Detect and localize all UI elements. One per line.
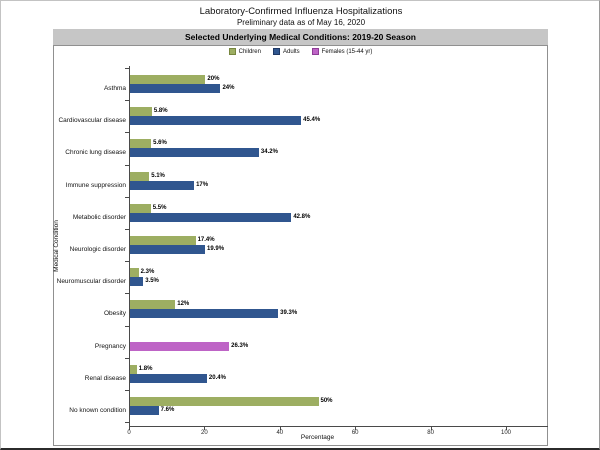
bar-value-adults-immune-suppression: 17% bbox=[196, 181, 209, 188]
category-label-chronic-lung-disease: Chronic lung disease bbox=[65, 149, 126, 157]
y-tick bbox=[125, 357, 129, 359]
bar-children-chronic-lung-disease bbox=[130, 139, 152, 149]
y-tick bbox=[125, 100, 129, 102]
bar-value-adults-cardiovascular-disease: 45.4% bbox=[303, 117, 321, 124]
bar-value-adults-renal-disease: 20.4% bbox=[208, 374, 226, 381]
bar-value-children-metabolic-disorder: 5.5% bbox=[152, 204, 167, 211]
bar-value-adults-chronic-lung-disease: 34.2% bbox=[260, 149, 278, 156]
y-tick bbox=[125, 293, 129, 295]
bar-value-children-renal-disease: 1.8% bbox=[138, 365, 153, 372]
bar-females-15-44-yr-pregnancy bbox=[130, 341, 230, 351]
y-axis-line bbox=[129, 66, 130, 426]
bar-adults-immune-suppression bbox=[130, 180, 195, 190]
sub-title: Preliminary data as of May 16, 2020 bbox=[236, 18, 366, 27]
category-label-pregnancy: Pregnancy bbox=[94, 342, 126, 350]
y-tick bbox=[125, 390, 129, 391]
x-tick-label: 80 bbox=[427, 430, 434, 436]
x-tick bbox=[129, 426, 130, 430]
legend-item-females-15-44-yr: Females (15-44 yr) bbox=[311, 48, 373, 55]
legend: Children Adults Females (15-44 yr) bbox=[53, 48, 548, 55]
bar-adults-renal-disease bbox=[130, 373, 207, 383]
bar-adults-metabolic-disorder bbox=[130, 212, 292, 222]
x-axis-line bbox=[129, 426, 548, 427]
bar-value-children-immune-suppression: 5.1% bbox=[151, 172, 165, 179]
bar-adults-cardiovascular-disease bbox=[130, 116, 302, 126]
category-label-asthma: Asthma bbox=[103, 85, 126, 92]
legend-label-adults: Adults bbox=[282, 48, 300, 55]
legend-item-children: Children bbox=[228, 48, 261, 55]
y-tick bbox=[125, 132, 129, 134]
y-tick bbox=[125, 422, 129, 424]
bar-value-adults-neurologic-disorder: 19.9% bbox=[207, 246, 225, 252]
chart-box bbox=[53, 45, 548, 446]
bar-children-obesity bbox=[130, 300, 176, 310]
category-label-neurologic-disorder: Neurologic disorder bbox=[69, 246, 126, 253]
category-label-metabolic-disorder: Metabolic disorder bbox=[72, 213, 126, 221]
bar-value-adults-neuromuscular-disorder: 3.5% bbox=[145, 278, 159, 285]
category-label-obesity: Obesity bbox=[103, 310, 126, 318]
bar-value-females-15-44-yr-pregnancy: 26.3% bbox=[231, 342, 249, 349]
y-tick bbox=[125, 229, 129, 230]
bar-children-neurologic-disorder bbox=[130, 236, 196, 245]
x-tick bbox=[355, 426, 357, 430]
y-tick bbox=[125, 164, 129, 166]
bar-value-children-cardiovascular-disease: 5.8% bbox=[153, 108, 168, 115]
y-tick bbox=[125, 196, 129, 198]
bar-children-no-known-condition bbox=[130, 397, 319, 406]
x-tick-label: 0 bbox=[127, 430, 131, 436]
x-tick bbox=[430, 426, 432, 430]
category-label-neuromuscular-disorder: Neuromuscular disorder bbox=[56, 278, 126, 286]
legend-swatch-females-15-44-yr bbox=[311, 48, 319, 55]
bar-value-children-obesity: 12% bbox=[177, 301, 190, 308]
category-label-renal-disease: Renal disease bbox=[84, 374, 126, 382]
bar-adults-asthma bbox=[130, 84, 221, 93]
y-tick bbox=[125, 68, 129, 69]
y-tick bbox=[125, 325, 129, 327]
bar-children-metabolic-disorder bbox=[130, 203, 151, 213]
category-label-cardiovascular-disease: Cardiovascular disease bbox=[58, 117, 126, 125]
main-title: Laboratory-Confirmed Influenza Hospitali… bbox=[199, 6, 403, 17]
x-tick bbox=[279, 426, 281, 430]
x-tick-label: 60 bbox=[351, 430, 359, 436]
bar-adults-obesity bbox=[130, 309, 279, 319]
x-axis-title: Percentage bbox=[300, 434, 335, 441]
bar-value-adults-asthma: 24% bbox=[222, 85, 235, 91]
bar-adults-neuromuscular-disorder bbox=[130, 277, 144, 287]
category-label-no-known-condition: No known condition bbox=[69, 407, 126, 414]
bar-children-immune-suppression bbox=[130, 171, 150, 181]
legend-swatch-adults bbox=[272, 48, 280, 55]
y-tick bbox=[125, 261, 129, 263]
x-tick bbox=[204, 426, 206, 430]
bar-adults-neurologic-disorder bbox=[130, 245, 206, 254]
x-tick-label: 100 bbox=[500, 430, 511, 436]
bar-value-children-asthma: 20% bbox=[207, 76, 220, 82]
legend-item-adults: Adults bbox=[272, 48, 300, 55]
bar-value-children-no-known-condition: 50% bbox=[320, 398, 333, 404]
x-tick-label: 40 bbox=[276, 430, 284, 436]
bar-value-adults-obesity: 39.3% bbox=[280, 310, 298, 317]
bar-value-children-chronic-lung-disease: 5.6% bbox=[153, 140, 167, 147]
season-banner: Selected Underlying Medical Conditions: … bbox=[53, 29, 548, 45]
bar-value-children-neurologic-disorder: 17.4% bbox=[197, 237, 215, 243]
bar-value-adults-no-known-condition: 7.6% bbox=[160, 407, 175, 413]
bar-value-adults-metabolic-disorder: 42.8% bbox=[293, 213, 311, 220]
legend-label-females-15-44-yr: Females (15-44 yr) bbox=[321, 48, 373, 55]
x-tick bbox=[506, 426, 507, 430]
bar-children-asthma bbox=[130, 75, 206, 84]
legend-label-children: Children bbox=[238, 48, 261, 55]
legend-swatch-children bbox=[228, 48, 236, 55]
x-tick-label: 20 bbox=[201, 430, 208, 436]
bar-adults-chronic-lung-disease bbox=[130, 148, 259, 158]
category-label-immune-suppression: Immune suppression bbox=[65, 181, 126, 189]
bar-children-cardiovascular-disease bbox=[130, 107, 152, 117]
bar-children-renal-disease bbox=[130, 364, 137, 374]
bar-value-children-neuromuscular-disorder: 2.3% bbox=[140, 269, 155, 276]
bar-adults-no-known-condition bbox=[130, 406, 159, 415]
bar-children-neuromuscular-disorder bbox=[130, 268, 139, 278]
